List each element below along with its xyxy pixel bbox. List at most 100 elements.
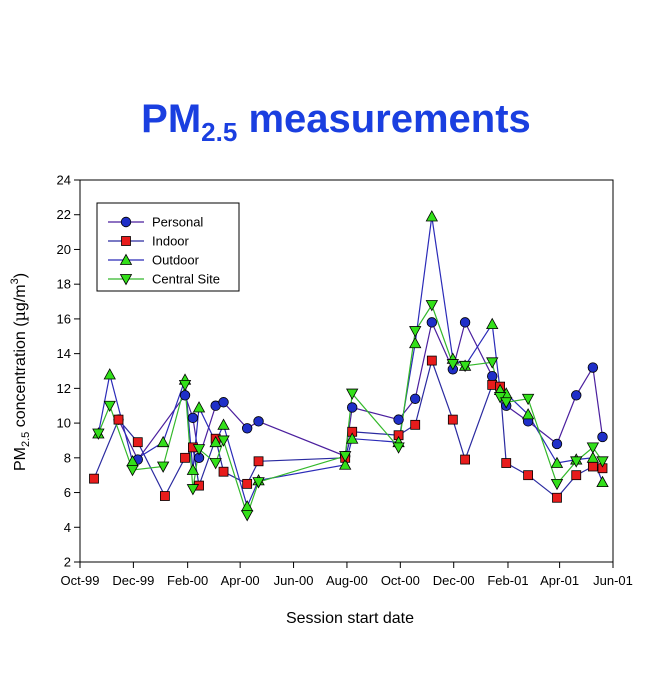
y-tick-label: 8 bbox=[64, 450, 71, 465]
point-indoor bbox=[410, 419, 421, 430]
point-central-site bbox=[240, 510, 254, 522]
point-indoor bbox=[447, 414, 458, 425]
x-tick-label: Jun-01 bbox=[593, 573, 633, 588]
point-central-site bbox=[339, 451, 352, 463]
y-label-unit: g/m bbox=[12, 284, 29, 311]
chart-title: PM2.5 measurements bbox=[141, 97, 531, 147]
point-central-site bbox=[409, 326, 422, 338]
x-tick-label: Feb-00 bbox=[167, 573, 208, 588]
point-central-site bbox=[586, 442, 600, 454]
point-central-site bbox=[186, 484, 200, 496]
x-tick-label: Aug-00 bbox=[326, 573, 368, 588]
x-tick-label: Jun-00 bbox=[274, 573, 314, 588]
point-outdoor bbox=[186, 463, 200, 475]
point-indoor bbox=[571, 470, 582, 481]
point-indoor bbox=[501, 458, 512, 468]
point-personal bbox=[346, 402, 358, 413]
y-label-sup: 3 bbox=[9, 278, 21, 284]
x-tick-label: Dec-99 bbox=[112, 573, 154, 588]
legend-marker-personal bbox=[120, 216, 132, 228]
x-tick-label: Oct-00 bbox=[381, 573, 420, 588]
y-tick-label: 20 bbox=[57, 242, 71, 257]
point-central-site bbox=[178, 379, 192, 392]
point-indoor bbox=[523, 470, 534, 481]
point-outdoor bbox=[596, 475, 609, 488]
legend-label-central-site: Central Site bbox=[152, 272, 220, 287]
point-central-site bbox=[103, 400, 116, 413]
point-outdoor bbox=[586, 451, 600, 463]
point-outdoor bbox=[103, 368, 116, 380]
x-tick-label: Apr-00 bbox=[221, 573, 260, 588]
point-indoor bbox=[218, 466, 229, 477]
y-tick-label: 16 bbox=[57, 311, 71, 326]
series-line-central-site bbox=[97, 303, 603, 518]
y-label-post: ) bbox=[12, 273, 29, 278]
series-markers bbox=[89, 210, 609, 522]
point-personal bbox=[218, 397, 229, 408]
chart-title-main: PM bbox=[141, 97, 201, 141]
x-axis-label: Session start date bbox=[286, 610, 414, 627]
y-tick-label: 18 bbox=[57, 277, 71, 292]
point-indoor bbox=[89, 473, 99, 484]
point-central-site bbox=[192, 444, 206, 456]
point-indoor bbox=[113, 414, 124, 425]
point-personal bbox=[253, 416, 264, 427]
point-indoor bbox=[426, 355, 437, 366]
point-personal bbox=[179, 390, 191, 401]
point-central-site bbox=[217, 435, 230, 447]
legend-label-indoor: Indoor bbox=[152, 234, 190, 249]
point-central-site bbox=[126, 465, 139, 477]
point-central-site bbox=[346, 388, 359, 400]
point-indoor bbox=[159, 491, 170, 501]
point-personal bbox=[597, 431, 608, 443]
point-central-site bbox=[458, 360, 472, 373]
y-tick-label: 22 bbox=[57, 207, 71, 222]
x-tick-label: Dec-00 bbox=[433, 573, 475, 588]
y-label-mid: concentration ( bbox=[12, 321, 29, 432]
point-outdoor bbox=[425, 210, 439, 222]
point-indoor bbox=[242, 478, 253, 489]
point-outdoor bbox=[156, 435, 170, 448]
point-outdoor bbox=[409, 336, 422, 349]
y-label-sub: 2.5 bbox=[20, 432, 32, 447]
point-central-site bbox=[596, 456, 609, 468]
point-outdoor bbox=[486, 317, 499, 330]
point-central-site bbox=[425, 300, 439, 312]
point-indoor bbox=[253, 456, 264, 467]
point-outdoor bbox=[209, 435, 222, 448]
point-personal bbox=[410, 393, 421, 404]
point-personal bbox=[241, 423, 253, 434]
legend-label-outdoor: Outdoor bbox=[152, 253, 200, 268]
point-personal bbox=[487, 371, 498, 382]
x-tick-label: Apr-01 bbox=[540, 573, 579, 588]
chart-title-sub: 2.5 bbox=[201, 117, 237, 147]
point-central-site bbox=[252, 477, 265, 489]
point-central-site bbox=[209, 458, 222, 470]
y-tick-label: 4 bbox=[64, 520, 71, 535]
x-tick-label: Oct-99 bbox=[60, 573, 99, 588]
chart-title-rest: measurements bbox=[237, 97, 530, 141]
y-tick-label: 6 bbox=[64, 485, 71, 500]
legend-box bbox=[96, 202, 240, 292]
point-indoor bbox=[180, 452, 190, 463]
point-outdoor bbox=[346, 432, 359, 444]
point-personal bbox=[187, 412, 199, 424]
legend-label-personal: Personal bbox=[152, 215, 203, 230]
legend-marker-outdoor bbox=[119, 253, 133, 265]
legend-marker-central-site bbox=[119, 274, 133, 286]
point-central-site bbox=[521, 393, 535, 406]
point-personal bbox=[459, 317, 471, 328]
point-indoor bbox=[132, 437, 143, 448]
y-label-mu: µ bbox=[10, 311, 29, 321]
point-personal bbox=[587, 362, 599, 373]
point-outdoor bbox=[192, 401, 206, 413]
point-indoor bbox=[587, 461, 598, 472]
y-label-pre: PM bbox=[12, 447, 29, 471]
point-central-site bbox=[550, 478, 564, 491]
y-axis-label: PM2.5 concentration (µg/m3) bbox=[9, 273, 32, 471]
y-tick-label: 2 bbox=[64, 555, 71, 570]
point-central-site bbox=[92, 428, 105, 440]
point-central-site bbox=[570, 456, 583, 468]
